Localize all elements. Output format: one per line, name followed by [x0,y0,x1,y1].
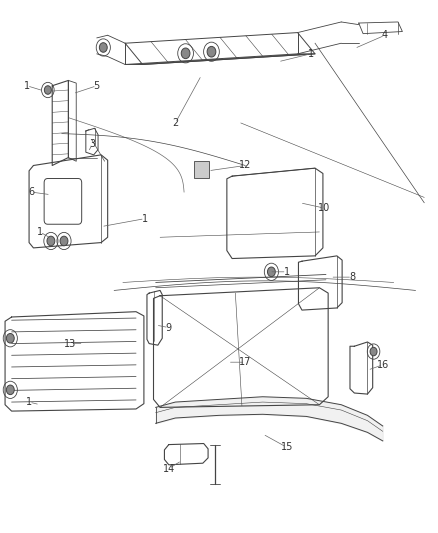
Circle shape [268,267,276,277]
Text: 16: 16 [377,360,389,370]
Circle shape [370,348,377,356]
Text: 6: 6 [28,187,34,197]
Text: 1: 1 [284,267,290,277]
Circle shape [7,385,14,394]
Circle shape [44,86,51,94]
Text: 14: 14 [162,464,175,473]
Text: 4: 4 [382,30,388,41]
Circle shape [47,236,55,246]
Circle shape [7,334,14,343]
Text: 10: 10 [318,203,330,213]
Text: 1: 1 [24,81,30,91]
Text: 17: 17 [239,357,251,367]
Text: 1: 1 [142,214,148,224]
Text: 1: 1 [26,397,32,407]
Text: 15: 15 [280,442,293,452]
Text: 12: 12 [239,160,251,171]
Text: 8: 8 [349,272,355,282]
FancyBboxPatch shape [194,161,209,177]
Circle shape [181,48,190,59]
Text: 1: 1 [37,227,43,237]
Circle shape [60,236,68,246]
Text: 9: 9 [166,322,172,333]
Circle shape [207,46,216,57]
Text: 13: 13 [64,338,77,349]
Text: 2: 2 [172,118,178,128]
Text: 5: 5 [94,81,100,91]
Text: 1: 1 [307,49,314,59]
Circle shape [99,43,107,52]
Text: 3: 3 [89,139,95,149]
